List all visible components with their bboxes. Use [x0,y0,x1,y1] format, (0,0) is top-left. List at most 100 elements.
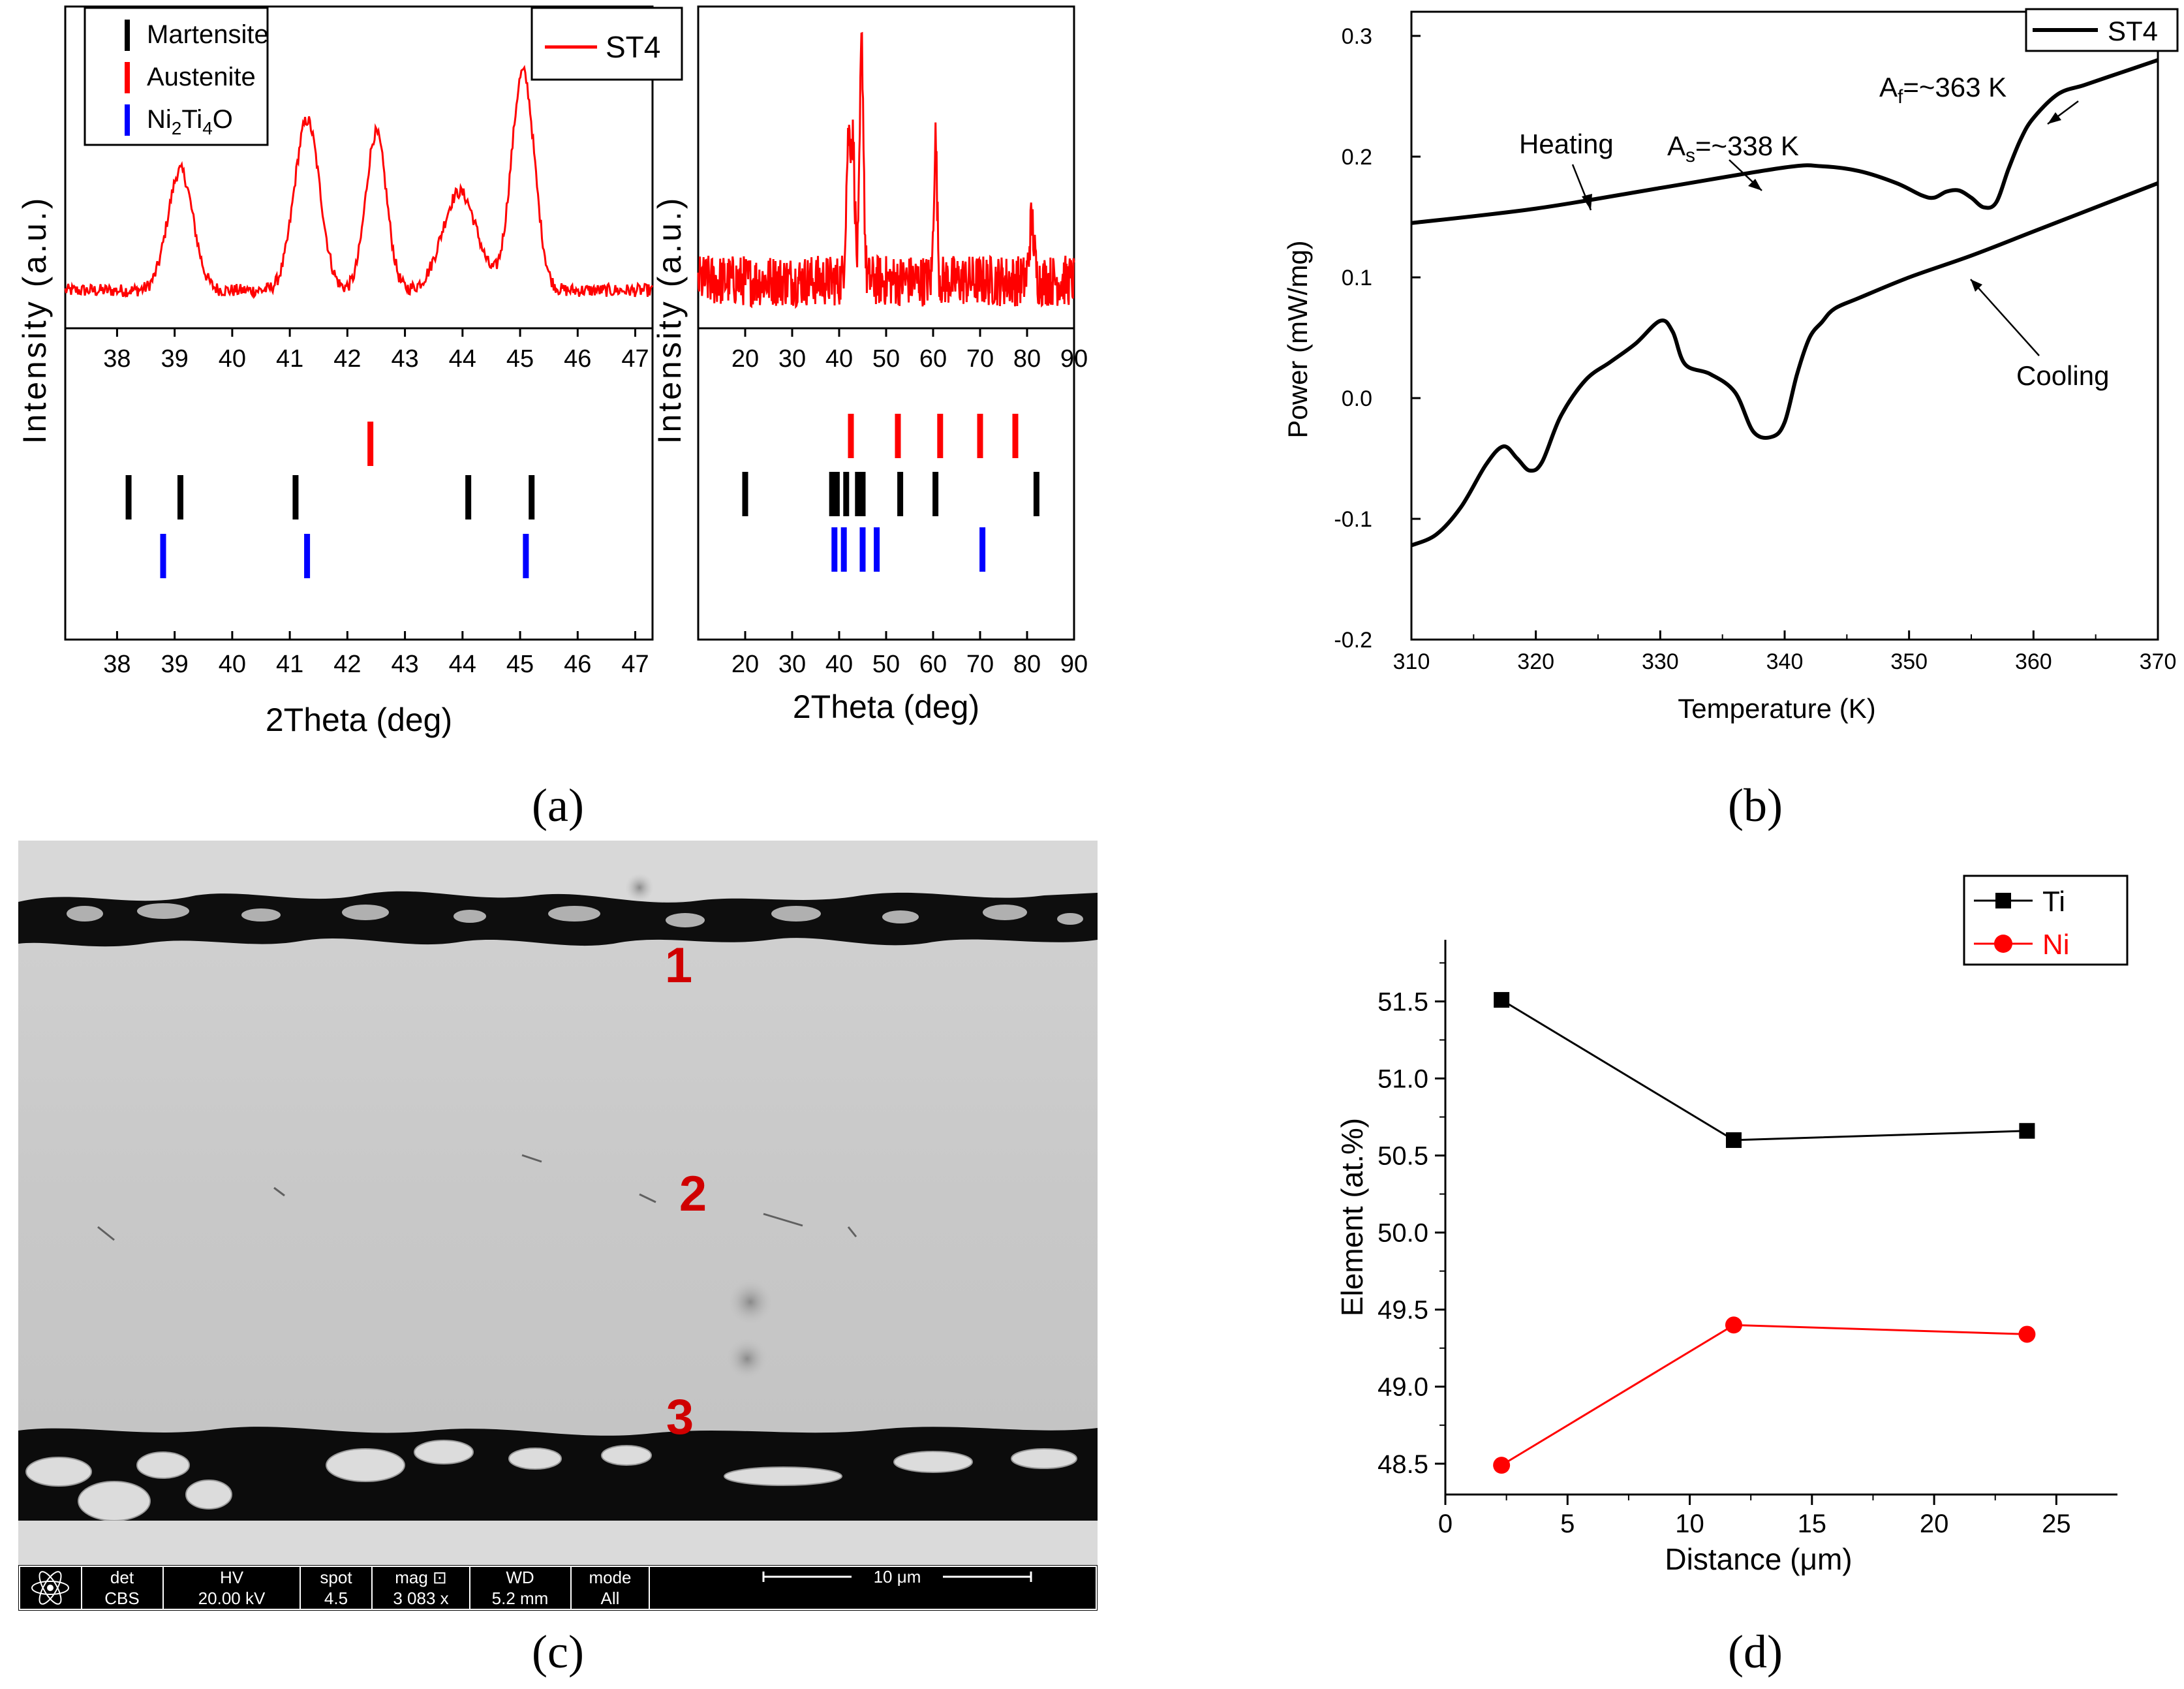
xrd-tick-label: 45 [506,651,534,678]
sem-info-bar: det CBS HV 20.00 kV spot 4.5 mag ⊡ 3 083… [18,1565,1098,1611]
composition-x-tick-label: 15 [1798,1510,1827,1538]
composition-x-tick-label: 0 [1438,1510,1453,1538]
xrd-tick-label: 60 [919,651,947,678]
xrd-tick-label: 40 [219,345,246,373]
dsc-y-tick-label: 0.1 [1342,266,1372,290]
xrd-tick-label: 40 [825,651,853,678]
xrd-tick-label: 47 [621,651,649,678]
composition-y-tick-label: 50.0 [1377,1219,1428,1248]
sem-bottom-interface [18,1427,1098,1521]
legend-austenite-label: Austenite [147,63,256,91]
xrd-tick-label: 40 [219,651,246,678]
composition-y-tick-label: 50.5 [1377,1142,1428,1171]
xrd-tick-label: 70 [966,651,994,678]
dsc-x-tick-label: 340 [1766,649,1804,674]
xrd-tick-label: 45 [506,345,534,373]
sem-info-header-mode: mode [589,1568,631,1587]
cooling-label: Cooling [2016,360,2109,391]
xrd-tick-label: 39 [161,345,189,373]
xrd-tick-label: 44 [449,651,476,678]
as-arrowhead [1748,179,1762,191]
xrd-left-curve [64,65,654,300]
composition-axes: 0 5 10 15 20 25 48.5 49.0 49.5 50.0 50.5 51.0 51.5 [1377,940,2117,1538]
xrd-tick-label: 46 [564,651,591,678]
xrd-left-bottom-axis: 38 39 40 41 42 43 44 45 46 47 [103,631,649,678]
xrd-tick-label: 20 [731,345,759,373]
xrd-left-xlabel: 2Theta (deg) [266,702,452,738]
panel-c-sem-image: 1 2 3 det CBS [18,841,1098,1678]
dsc-ylabel: Power (mW/mg) [1282,240,1313,438]
dsc-legend: ST4 [2025,8,2179,52]
sem-marker-1: 1 [665,938,692,993]
as-label: As=~338 K [1667,131,1799,166]
sem-info-value-wd: 5.2 mm [492,1588,549,1608]
sem-blob-2 [726,1338,768,1380]
xrd-tick-label: 50 [872,345,900,373]
sem-bottom-band [18,1521,1098,1565]
panel-b-label: (b) [1728,779,1783,831]
xrd-right-bottom-axis: 20 30 40 50 60 70 80 90 [731,631,1088,678]
sem-top-particles [67,903,1083,927]
xrd-tick-label: 42 [333,651,361,678]
xrd-left-ylabel: Intensity (a.u.) [16,196,53,444]
dsc-y-tick-label: 0.0 [1342,386,1372,411]
sem-info-header-hv: HV [220,1568,244,1587]
dsc-y-tick-label: 0.3 [1342,24,1372,49]
xrd-tick-label: 44 [449,345,476,373]
cooling-arrow [1970,279,2040,356]
xrd-tick-label: 80 [1013,345,1041,373]
legend-ti-label: Ti [2042,886,2065,918]
panel-c-label: (c) [532,1626,584,1678]
sem-blob-3 [625,873,654,902]
panel-b: 310 320 330 340 350 360 370 -0.2 -0.1 0.0 0.1 0.2 0.… [1282,8,2179,831]
xrd-tick-label: 47 [621,345,649,373]
composition-x-tick-label: 5 [1560,1510,1575,1538]
sem-info-value-hv: 20.00 kV [198,1588,266,1608]
composition-y-tick-label: 48.5 [1377,1450,1428,1479]
sem-scratches [97,1154,857,1241]
data-point-ni [1493,1457,1511,1474]
xrd-tick-label: 42 [333,345,361,373]
sem-info-value-det: CBS [104,1588,139,1608]
xrd-right-ylabel: Intensity (a.u.) [651,196,688,444]
composition-y-tick-label: 49.0 [1377,1373,1428,1402]
composition-y-tick-label: 51.0 [1377,1065,1428,1094]
data-point-ti [2019,1123,2035,1139]
xrd-phase-legend: Martensite Austenite Ni2Ti4O [84,7,269,146]
xrd-tick-label: 40 [825,345,853,373]
sem-scale-bar-label: 10 μm [874,1567,921,1587]
xrd-right-xlabel: 2Theta (deg) [793,689,979,725]
composition-ylabel: Element (at.%) [1335,1118,1369,1316]
series-line-ni [1501,1324,2027,1466]
xrd-tick-label: 70 [966,345,994,373]
dsc-cooling-curve [1410,181,2159,548]
xrd-tick-label: 90 [1060,345,1088,373]
sem-info-header-mag: mag ⊡ [395,1568,447,1587]
sem-info-header-wd: WD [506,1568,534,1587]
xrd-tick-label: 46 [564,345,591,373]
dsc-y-tick-label: -0.2 [1334,628,1372,653]
composition-y-tick-label: 51.5 [1377,987,1428,1016]
dsc-x-tick-label: 320 [1517,649,1554,674]
af-label: Af=~363 K [1879,72,2007,108]
dsc-x-tick-label: 370 [2140,649,2177,674]
xrd-right-reference-lines [742,414,1039,572]
legend-ni2ti4o-label: Ni2Ti4O [147,105,233,138]
xrd-intensity-line [64,65,654,300]
xrd-right-curve [697,31,1075,309]
composition-y-tick-label: 49.5 [1377,1296,1428,1325]
sem-marker-3: 3 [666,1389,694,1445]
xrd-tick-label: 39 [161,651,189,678]
xrd-tick-label: 38 [103,651,131,678]
panel-a: 38 39 40 41 42 43 44 45 46 47 38 39 40 41 42 43 44 45 46 4… [16,5,1088,831]
dsc-x-tick-label: 350 [1890,649,1928,674]
sem-blob-1 [727,1278,774,1325]
heating-arrowhead [1582,194,1592,210]
xrd-tick-label: 90 [1060,651,1088,678]
composition-series [1493,992,2036,1474]
legend-dsc-label: ST4 [2108,16,2158,46]
sem-atom-icon [31,1571,69,1605]
xrd-tick-label: 30 [778,651,806,678]
data-point-ni [1725,1316,1742,1334]
